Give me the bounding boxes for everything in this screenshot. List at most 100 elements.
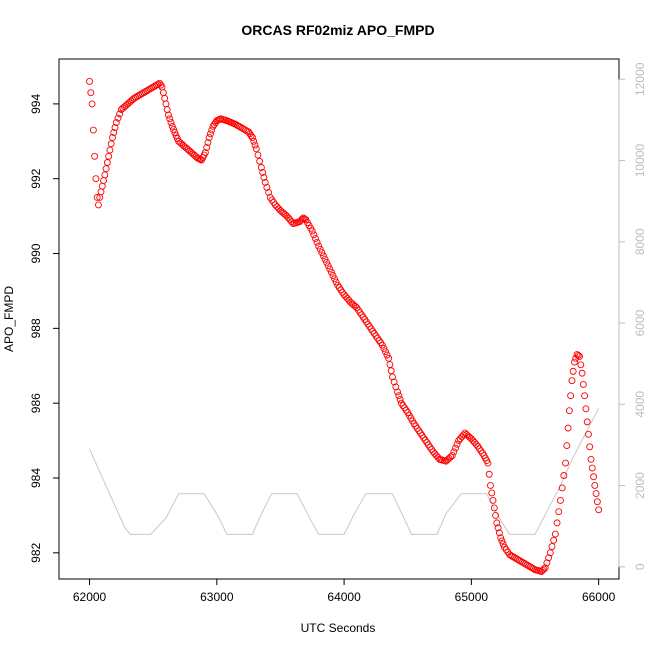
plot-frame [58,58,620,580]
data-point [574,352,582,359]
data-point [86,77,93,85]
data-point [343,294,351,302]
y2-tick-label: 6000 [633,309,647,336]
data-point [247,132,255,140]
y2-tick-label: 0 [633,563,647,570]
data-point [564,424,572,432]
data-point [558,484,566,492]
data-point [161,94,169,102]
data-point [590,473,597,481]
data-point [100,177,107,185]
data-point [167,119,175,127]
y2-tick-label: 10000 [633,144,647,178]
x-tick-label: 65000 [455,590,489,604]
secondary-series-line [89,408,600,535]
data-point [581,392,589,400]
data-point [273,203,281,211]
data-point [107,140,115,148]
data-point [382,348,389,356]
data-point [259,169,267,176]
data-point [579,381,587,388]
data-point [93,193,101,201]
secondary-line [89,408,600,535]
data-point [310,231,318,239]
data-point [548,543,556,551]
data-point [254,151,262,159]
y-tick-label: 984 [29,468,43,488]
data-point [103,159,111,166]
y-axis: 982 984 986 988 990 992 994 [29,94,60,563]
data-point [389,373,396,381]
data-point [342,293,350,301]
data-point [331,275,338,283]
data-point [471,439,478,446]
data-point [378,341,386,349]
data-point [593,498,601,506]
data-point [459,431,467,439]
data-point [585,430,592,438]
data-point [586,443,594,451]
data-point [112,119,120,127]
data-point [329,272,337,279]
data-point [171,129,179,137]
data-point [111,124,119,132]
data-point [396,395,404,403]
data-point [204,139,212,146]
data-point [91,152,99,160]
data-point [386,361,394,368]
data-point [327,268,335,276]
x-tick-label: 64000 [327,590,361,604]
data-point [545,554,553,562]
data-point [576,352,583,360]
data-point [260,174,268,181]
data-point [324,262,332,270]
data-point [495,529,503,537]
data-point [529,565,537,573]
data-point [494,524,502,532]
data-point [316,245,324,253]
y2-tick-label: 8000 [633,228,647,255]
data-point [555,508,563,516]
y2-tick-label: 12000 [633,62,647,96]
data-point [168,122,176,130]
data-point [250,137,258,145]
data-point [101,171,109,179]
y-tick-label: 994 [29,94,43,114]
data-point [591,482,599,489]
data-point [271,201,279,209]
data-point [582,405,590,413]
data-point [455,437,463,445]
data-point [163,106,171,113]
data-point [540,565,548,573]
data-point [318,249,326,257]
data-point [92,175,100,183]
y-axis-label: APO_FMPD [2,286,16,352]
data-point [385,354,393,362]
x-tick-label: 62000 [73,590,107,604]
data-point [205,134,213,142]
data-point [162,100,170,108]
data-point [546,549,554,557]
data-point [387,367,395,375]
data-point [567,392,575,400]
data-point [98,182,106,190]
y-tick-label: 982 [29,542,43,562]
data-point [383,351,391,359]
data-point [587,455,595,463]
x-axis: 62000 63000 64000 65000 66000 [73,578,616,604]
data-point [571,358,578,366]
data-point [323,258,331,266]
data-point [456,435,464,443]
data-point [563,442,571,450]
data-point [251,141,259,149]
data-point [390,378,398,386]
data-point [257,164,265,171]
data-point [489,496,497,504]
y2-axis-right: 0 2000 4000 6000 8000 10000 12000 [618,62,647,570]
data-point [450,448,458,456]
data-point [488,489,496,497]
data-point [97,188,105,196]
data-point [490,504,498,512]
data-point [392,383,400,391]
